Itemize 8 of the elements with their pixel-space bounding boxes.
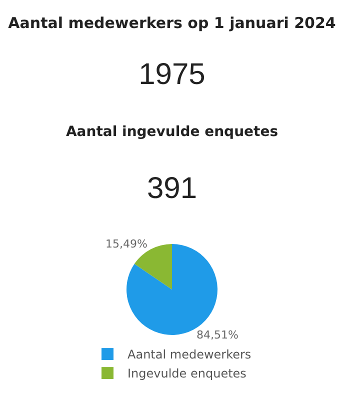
legend-label: Aantal medewerkers — [128, 348, 252, 362]
data-label: 84,51% — [196, 328, 238, 342]
text: 1975 — [138, 58, 206, 92]
data-label: 15,49% — [106, 238, 148, 251]
text: Aantal ingevulde enquetes — [64, 124, 280, 140]
legend-label: Ingevulde enquetes — [128, 366, 246, 381]
text: Aantal medewerkers op 1 januari 2024 — [7, 14, 337, 32]
text: 391 — [146, 172, 198, 206]
